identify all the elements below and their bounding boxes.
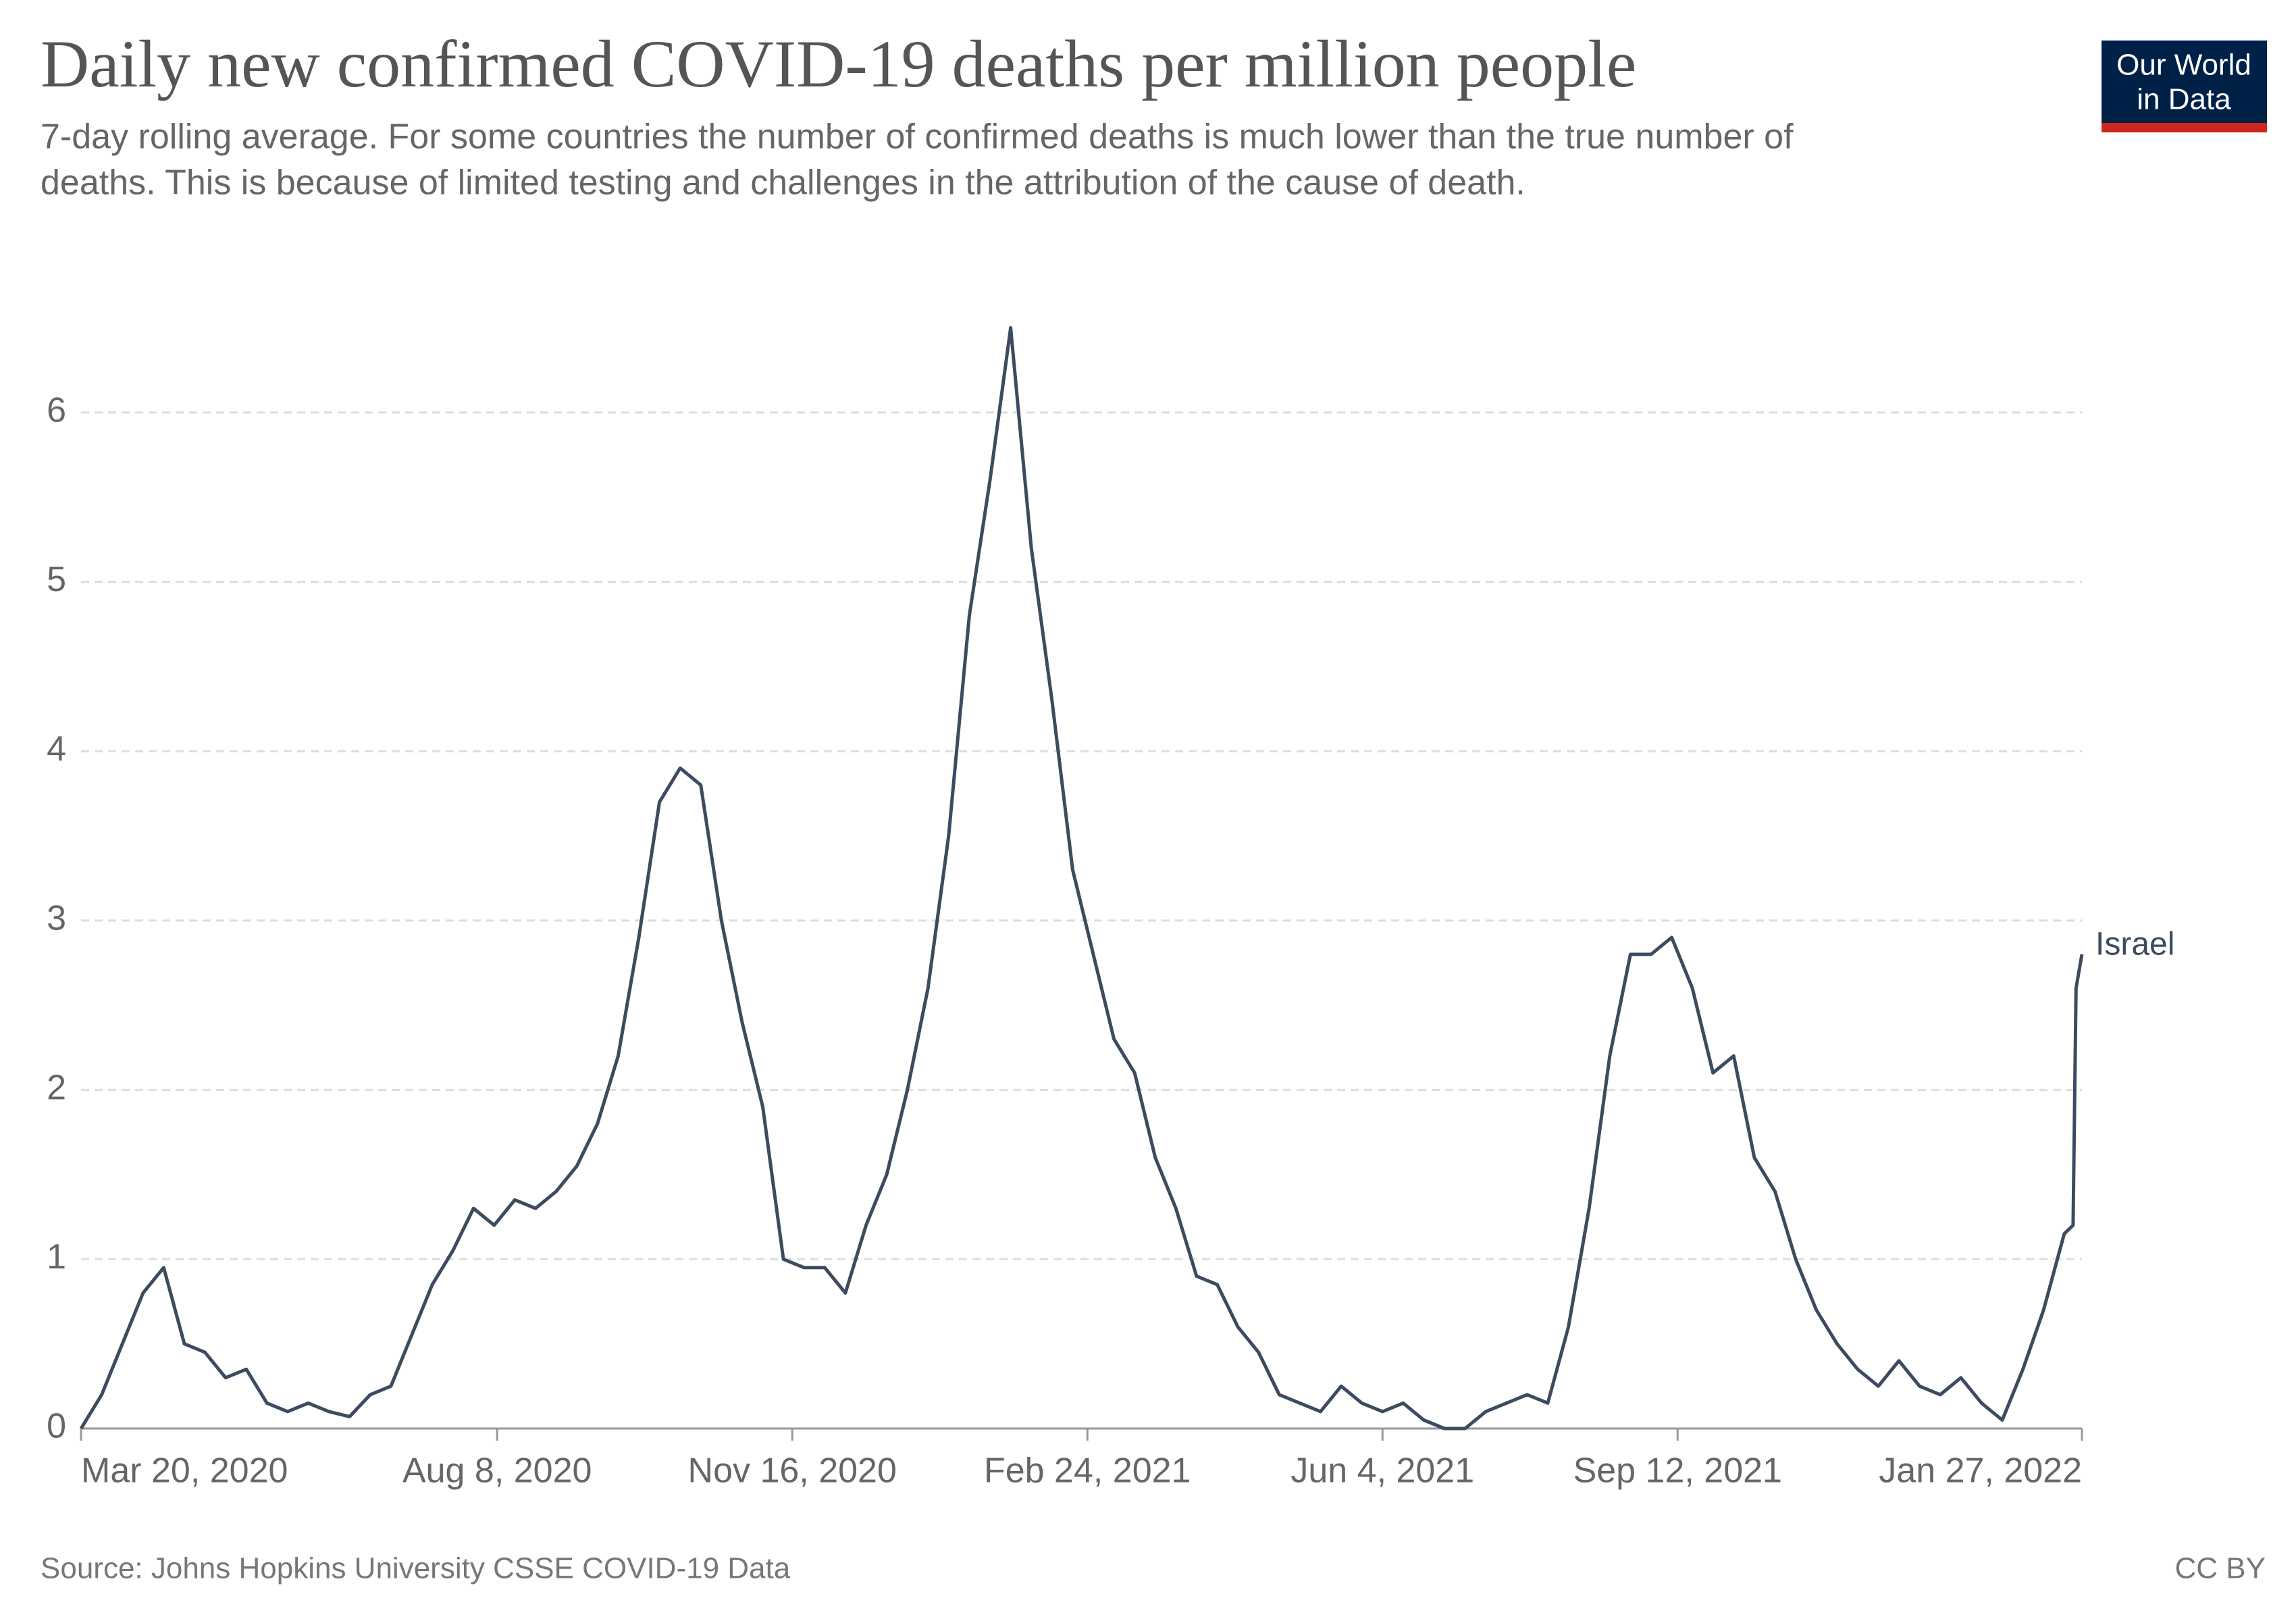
- series-line: [79, 326, 2084, 1431]
- x-tick-label: Sep 12, 2021: [1573, 1451, 1782, 1491]
- x-tick-label: Jun 4, 2021: [1290, 1451, 1474, 1491]
- y-tick-label: 6: [47, 390, 66, 430]
- logo: Our World in Data: [2102, 41, 2267, 132]
- chart-title: Daily new confirmed COVID-19 deaths per …: [41, 26, 1636, 101]
- x-tick-label: Jan 27, 2022: [1879, 1451, 2082, 1491]
- logo-box: [2102, 41, 2267, 127]
- x-tick-label: Nov 16, 2020: [688, 1451, 897, 1491]
- y-tick-label: 0: [47, 1407, 66, 1446]
- y-tick-label: 5: [47, 560, 66, 599]
- source-note: Source: Johns Hopkins University CSSE CO…: [41, 1552, 791, 1585]
- x-tick-label: Aug 8, 2020: [402, 1451, 592, 1491]
- subtitle-line: 7-day rolling average. For some countrie…: [41, 118, 1794, 157]
- subtitle-line: deaths. This is because of limited testi…: [41, 163, 1525, 203]
- x-tick-label: Feb 24, 2021: [984, 1451, 1191, 1491]
- logo-stripe: [2102, 123, 2267, 132]
- y-tick-label: 3: [47, 899, 66, 938]
- series-label: Israel: [2095, 927, 2174, 962]
- x-tick-label: Mar 20, 2020: [81, 1451, 288, 1491]
- y-tick-label: 2: [47, 1068, 66, 1107]
- logo-text: in Data: [2137, 83, 2231, 116]
- license: CC BY: [2175, 1552, 2266, 1585]
- y-tick-label: 4: [47, 729, 66, 769]
- y-tick-label: 1: [47, 1237, 66, 1277]
- logo-text: Our World: [2116, 49, 2251, 82]
